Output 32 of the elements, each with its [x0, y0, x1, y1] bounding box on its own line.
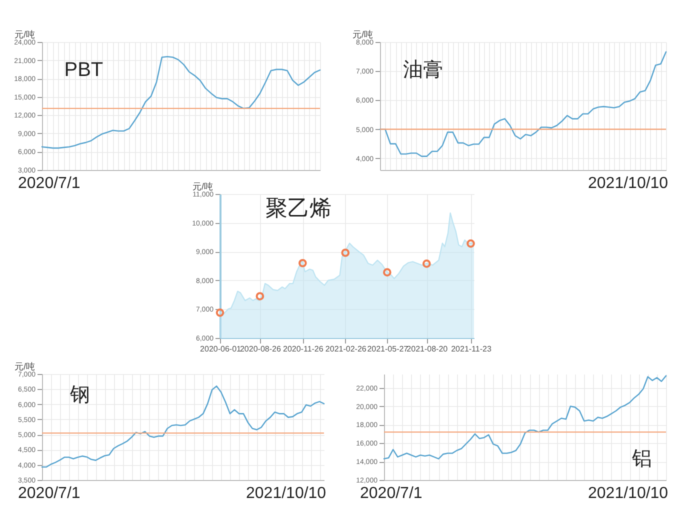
x-tick-label: 2020-08-26 [240, 344, 282, 354]
text: 2021/10/10 [588, 485, 668, 503]
point [256, 292, 264, 300]
text: PBT [64, 59, 104, 82]
y-axis-title: 元/吨 [192, 182, 214, 192]
text: 铝 [631, 448, 652, 470]
x-tick-label: 2021-05-27 [367, 344, 409, 354]
x-tick-label: 2020-06-01 [200, 344, 242, 354]
x-tick-label: 2021-08-20 [406, 344, 448, 354]
text: 钢 [69, 384, 90, 406]
chart-title: 聚乙烯 [266, 195, 332, 220]
line-series [41, 56, 321, 149]
text: 2020/7/1 [18, 485, 80, 503]
text: 2021/10/10 [588, 175, 668, 193]
y-axis-title: 元/吨 [14, 30, 36, 40]
point [383, 268, 392, 276]
point [298, 258, 307, 268]
point [422, 260, 431, 268]
y-axis-title: 元/吨 [352, 30, 374, 40]
text: 2020/7/1 [360, 485, 422, 503]
point [341, 248, 350, 257]
x-tick-label: 2021-11-23 [451, 344, 492, 354]
text: 2020/7/1 [18, 175, 80, 193]
point [216, 308, 224, 317]
line-series [379, 51, 667, 157]
text: 油膏 [402, 59, 443, 82]
point [466, 239, 475, 248]
y-axis-title: 元/吨 [14, 362, 36, 372]
text: 2021/10/10 [246, 485, 326, 503]
x-tick-label: 2021-02-26 [325, 344, 367, 354]
x-tick-label: 2020-11-26 [282, 344, 324, 354]
line-series [41, 385, 325, 468]
